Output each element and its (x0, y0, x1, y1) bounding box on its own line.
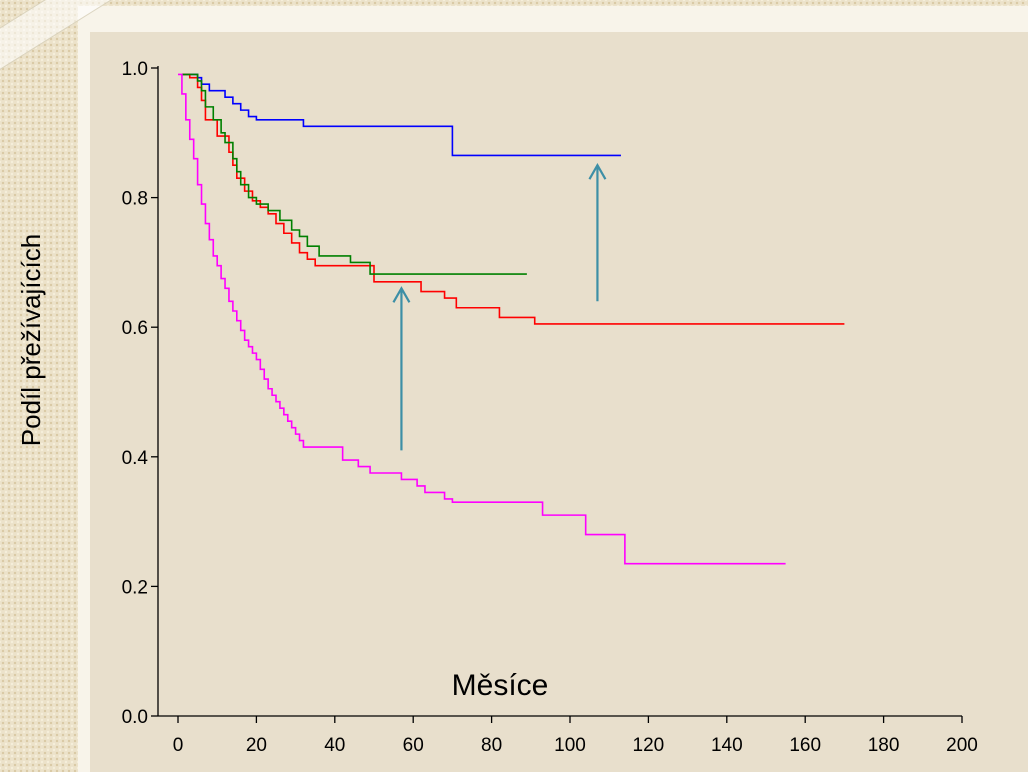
x-tick-label: 40 (324, 735, 345, 756)
x-tick-label: 0 (173, 735, 184, 756)
chart-annotations (392, 162, 607, 451)
chart-series (178, 73, 845, 565)
x-tick-label: 80 (481, 735, 502, 756)
y-tick-label: 0.4 (122, 448, 149, 469)
y-tick-label: 1.0 (122, 59, 148, 80)
arrow-head (588, 162, 607, 180)
survival-curve-1 (181, 73, 621, 157)
x-tick-label: 120 (633, 735, 665, 756)
x-tick-label: 60 (403, 735, 424, 756)
y-tick-label: 0.0 (122, 707, 148, 728)
survival-curve-3 (181, 73, 527, 275)
annotation-arrow-1 (392, 286, 411, 451)
x-tick-label: 20 (246, 735, 267, 756)
annotation-arrow-2 (588, 162, 607, 302)
survival-curve-4 (178, 73, 786, 565)
x-tick-label: 200 (946, 735, 978, 756)
x-axis-title: Měsíce (452, 669, 549, 702)
y-tick-label: 0.2 (122, 577, 148, 598)
survival-curve-2 (181, 73, 845, 325)
y-tick-label: 0.8 (122, 189, 148, 210)
x-tick-label: 180 (868, 735, 900, 756)
chart-axes (157, 66, 962, 717)
x-tick-label: 140 (711, 735, 743, 756)
y-axis-title: Podíl přežívajících (16, 234, 46, 446)
x-tick-label: 100 (554, 735, 586, 756)
y-tick-label: 0.6 (122, 318, 148, 339)
x-tick-label: 160 (789, 735, 821, 756)
chart-ticks: 0.0 0.2 0.4 0.6 0.8 1.0 0 20 40 60 80 100 120 140 160 1… (122, 59, 978, 756)
arrow-head (392, 286, 411, 303)
